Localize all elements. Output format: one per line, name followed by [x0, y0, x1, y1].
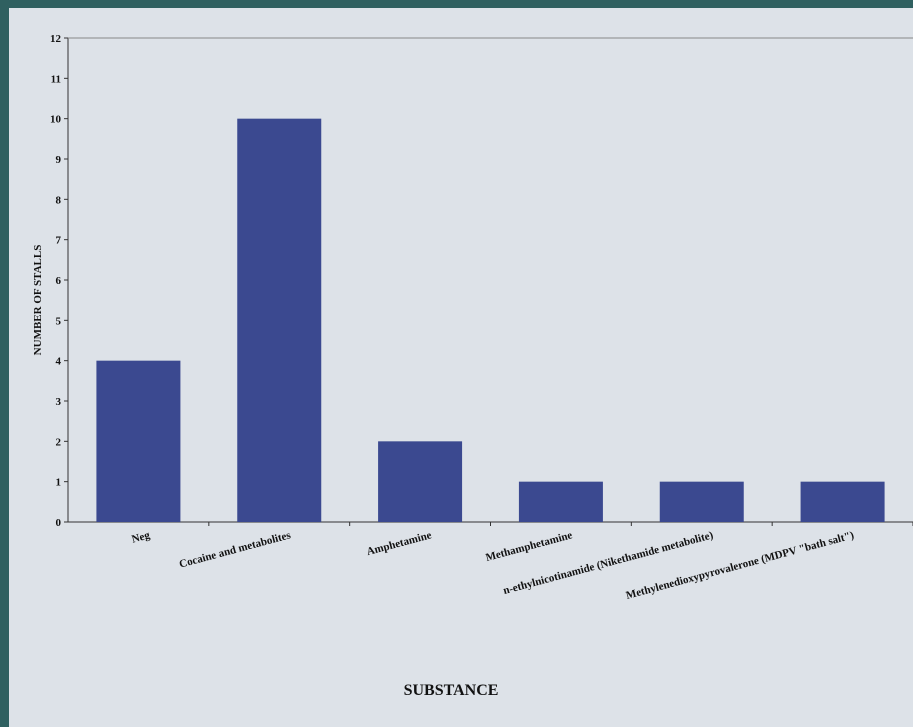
x-category-label-1: Cocaine and metabolites [178, 529, 293, 571]
y-tick-label-10: 10 [50, 114, 62, 126]
bars [96, 118, 885, 523]
bar-5 [800, 481, 885, 522]
x-category-label-3: Methamphetamine [484, 529, 573, 564]
chart-frame: 0 1 2 3 4 5 6 7 8 9 10 11 12 Neg Cocaine and metaboli… [9, 8, 913, 727]
y-tick-label-1: 1 [56, 477, 62, 489]
y-tick-label-11: 11 [51, 73, 61, 85]
y-tick-label-12: 12 [50, 33, 62, 45]
y-tick-label-0: 0 [56, 517, 62, 529]
y-tick-label-8: 8 [56, 194, 62, 206]
y-tick-label-9: 9 [56, 154, 62, 166]
x-axis-label: SUBSTANCE [404, 682, 499, 699]
y-tick-label-3: 3 [56, 396, 62, 408]
y-axis-label: NUMBER OF STALLS [32, 245, 44, 356]
y-tick-label-5: 5 [56, 315, 62, 327]
y-tick-label-4: 4 [56, 356, 62, 368]
x-category-label-2: Amphetamine [365, 529, 433, 558]
x-category-label-5: Methylenedioxypyrovalerone (MDPV "bath s… [625, 529, 856, 602]
y-tick-label-6: 6 [56, 275, 62, 287]
y-tick-label-2: 2 [56, 436, 62, 448]
bar-2 [378, 441, 463, 522]
bar-1 [237, 118, 322, 523]
bar-3 [518, 481, 603, 522]
bar-4 [659, 481, 744, 522]
y-tick-label-7: 7 [56, 235, 62, 247]
bar-0 [96, 360, 181, 522]
x-category-label-0: Neg [130, 529, 151, 545]
x-category-labels: Neg Cocaine and metabolites Amphetamine Met… [130, 522, 913, 602]
